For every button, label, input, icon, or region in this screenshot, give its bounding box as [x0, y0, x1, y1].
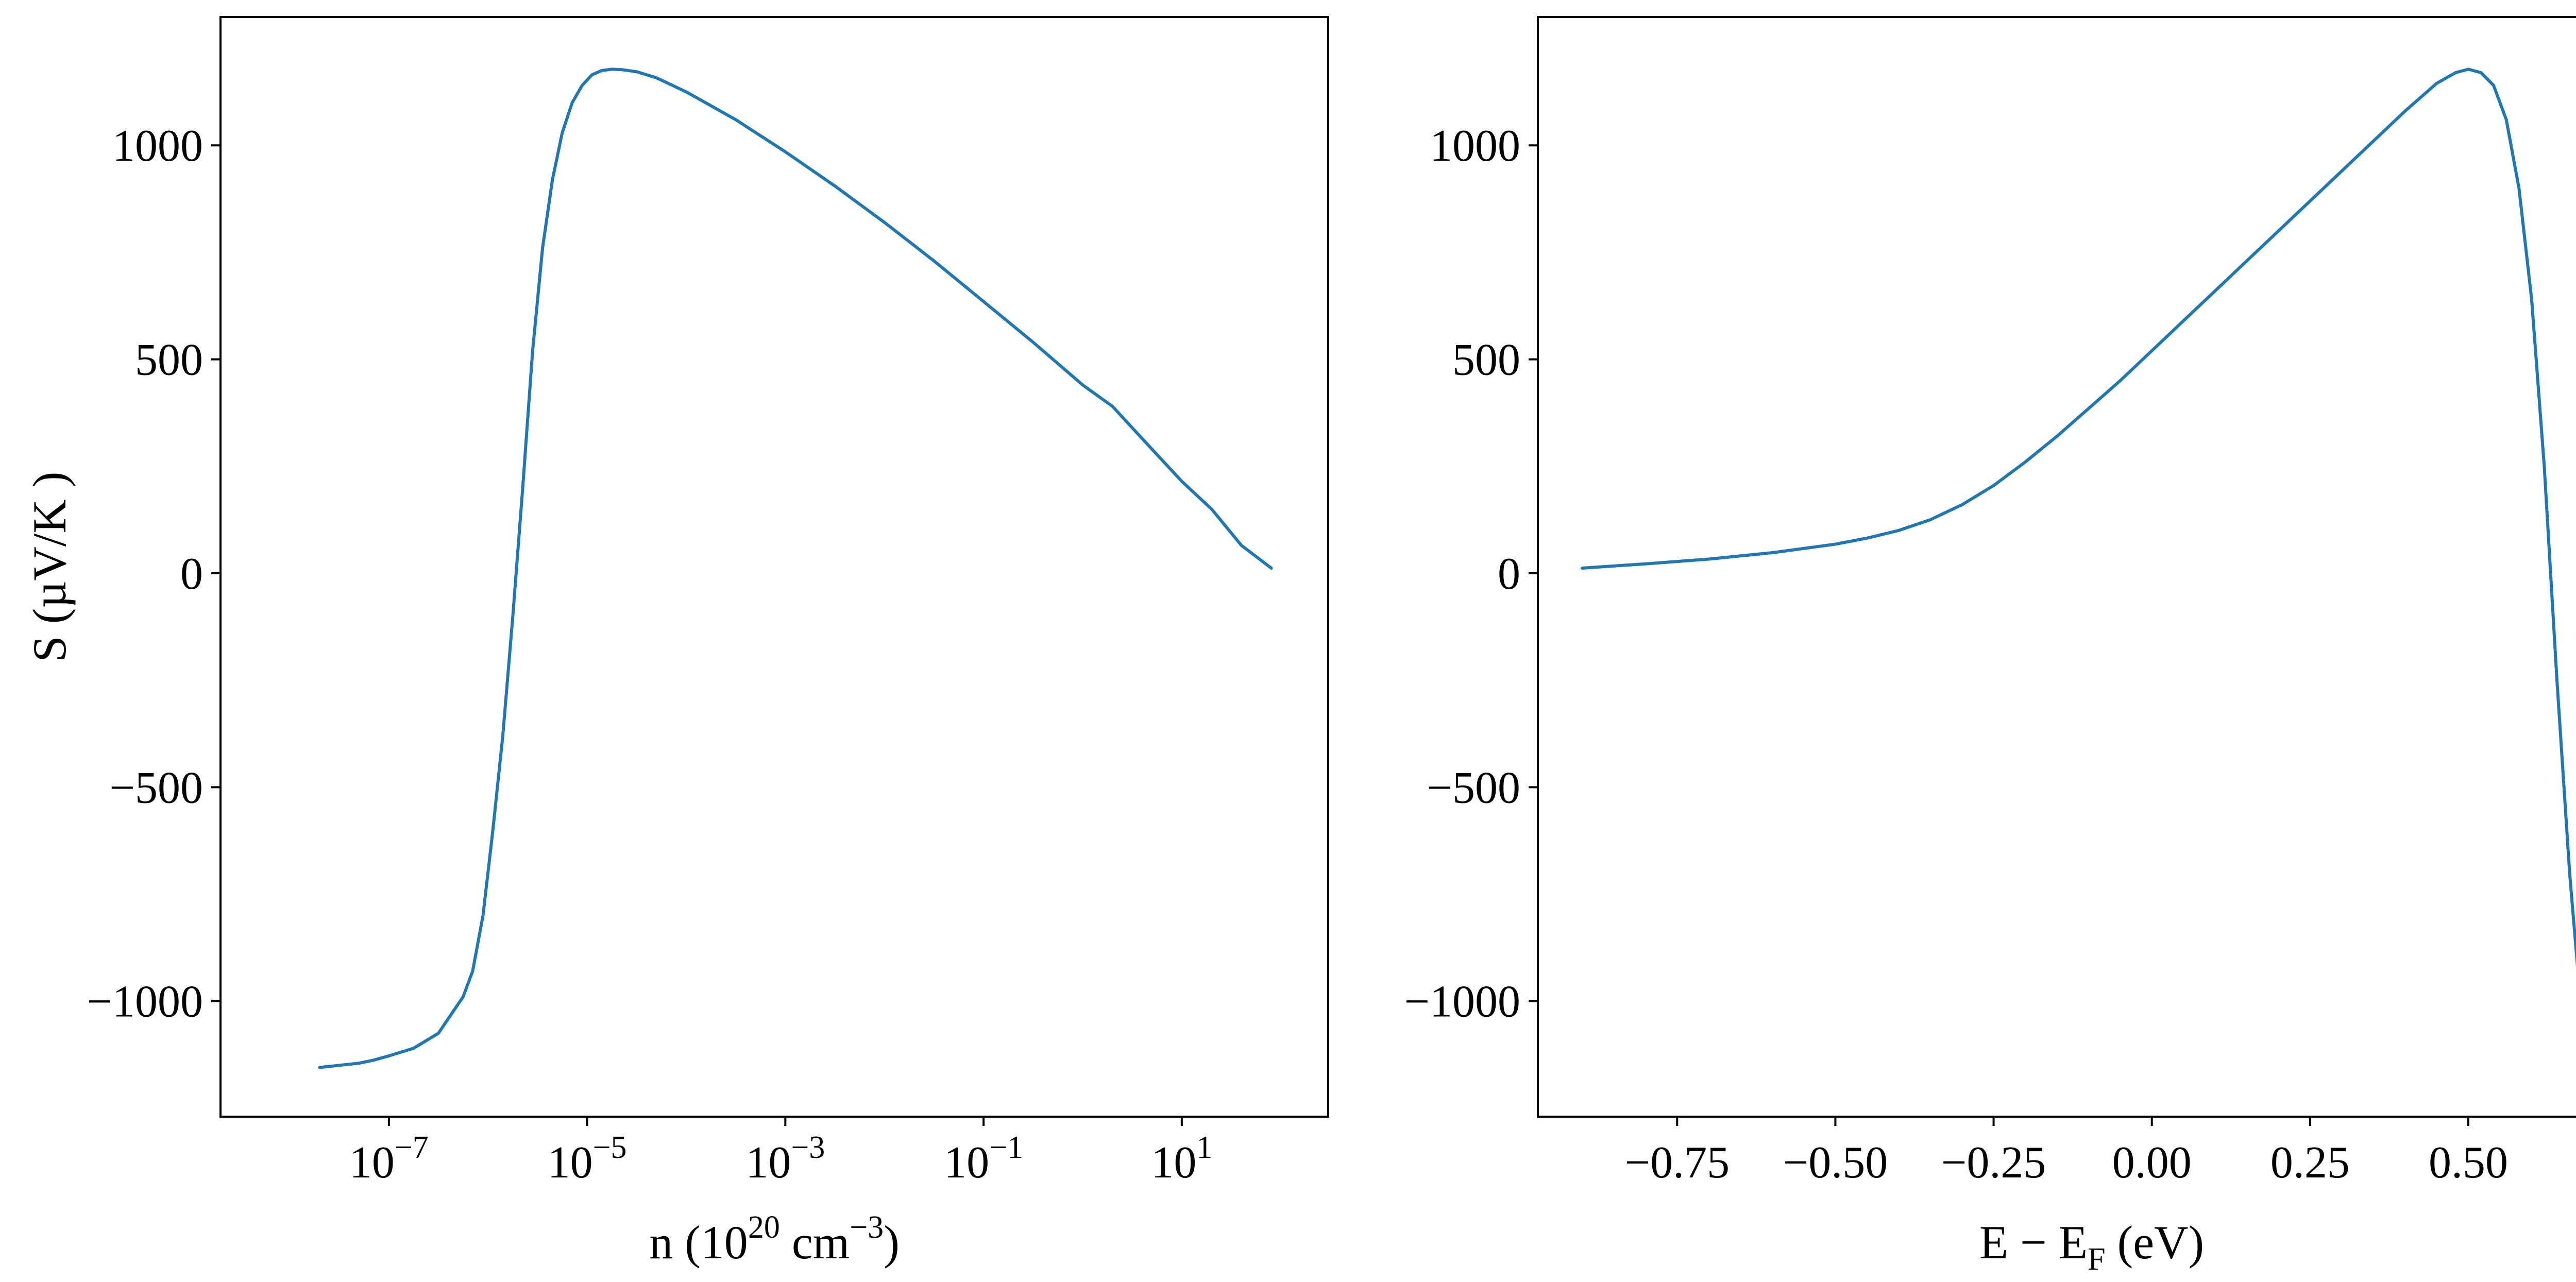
left-chart-panel: 1000 500 0 −500 −1000 10−7 10−5 10−3 10−1 101 n (1…: [23, 16, 1329, 1269]
y-tick-label: −1000: [87, 977, 203, 1027]
y-tick-label: −1000: [1404, 977, 1520, 1027]
x-axis-label: n (1020 cm−3): [649, 1210, 900, 1269]
series-line-0: [318, 67, 1273, 1069]
y-tick-label: 1000: [1430, 121, 1520, 171]
x-axis-label: E − EF (eV): [1979, 1216, 2204, 1277]
y-tick-label: 500: [1452, 335, 1520, 385]
axes-frame: [219, 16, 1329, 1118]
x-tick-label: 10−1: [944, 1130, 1023, 1188]
x-tick-label: 10−7: [349, 1130, 429, 1188]
x-tick-label: 101: [1151, 1130, 1212, 1188]
right-chart-panel: 1000 500 0 −500 −1000 −0.75 −0.50 −0.25 0.00 0.25…: [1404, 16, 2576, 1277]
y-tick-label: 1000: [112, 121, 203, 171]
y-tick-label: 500: [135, 335, 203, 385]
y-axis-label: S (µV/K ): [23, 472, 76, 662]
y-tick-label: −500: [1427, 763, 1520, 813]
y-tick-label: −500: [109, 763, 203, 813]
y-tick-label: 0: [1498, 549, 1520, 599]
y-tick-label: 0: [180, 549, 203, 599]
x-tick-label: −0.50: [1783, 1138, 1888, 1188]
x-tick-label: 0.50: [2429, 1138, 2508, 1188]
x-tick-label: 10−3: [745, 1130, 825, 1188]
x-tick-label: 10−5: [548, 1130, 627, 1188]
series-line-0: [1581, 67, 2576, 967]
x-tick-label: 0.00: [2112, 1138, 2192, 1188]
axes-frame: [1537, 16, 2576, 1118]
x-tick-label: −0.25: [1941, 1138, 2046, 1188]
x-tick-label: 0.25: [2270, 1138, 2350, 1188]
x-tick-label: −0.75: [1624, 1138, 1730, 1188]
